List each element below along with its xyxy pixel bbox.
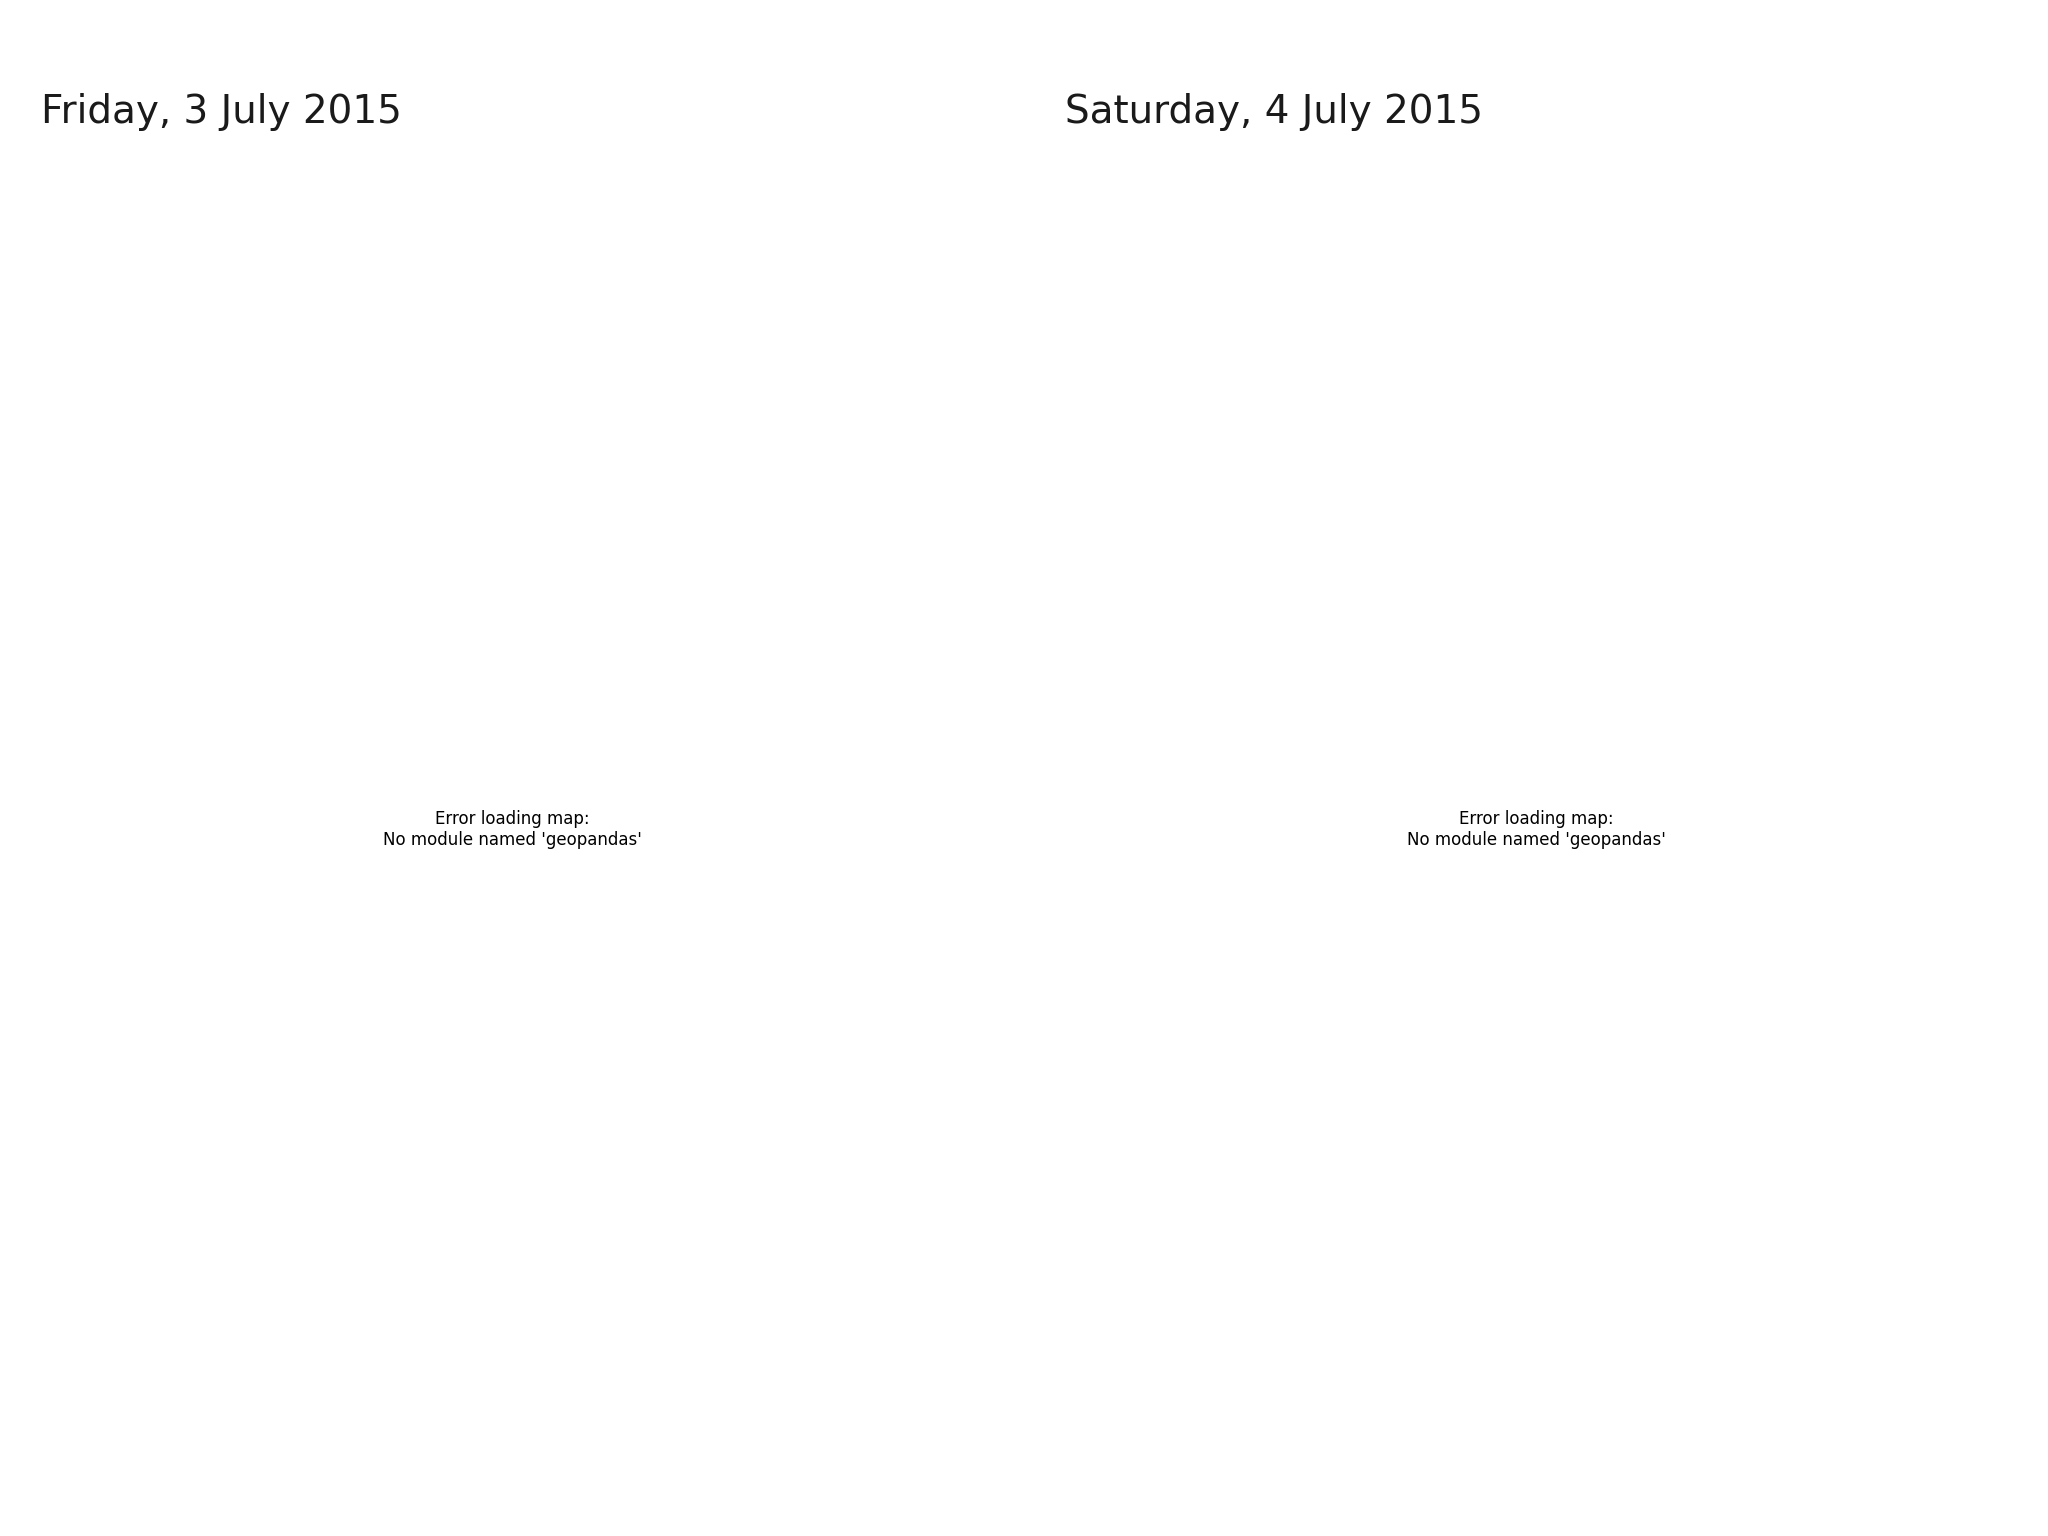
Text: Friday, 3 July 2015: Friday, 3 July 2015 — [41, 92, 401, 131]
Text: Error loading map:
No module named 'geopandas': Error loading map: No module named 'geop… — [1407, 809, 1665, 849]
Text: Saturday, 4 July 2015: Saturday, 4 July 2015 — [1065, 92, 1483, 131]
Text: Error loading map:
No module named 'geopandas': Error loading map: No module named 'geop… — [383, 809, 641, 849]
